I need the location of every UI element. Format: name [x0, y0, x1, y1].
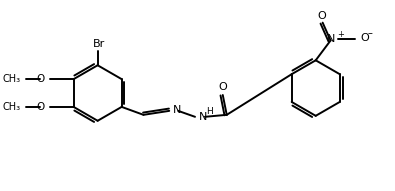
Text: H: H: [206, 107, 213, 116]
Text: CH₃: CH₃: [3, 74, 21, 84]
Text: N: N: [327, 33, 336, 44]
Text: N: N: [173, 105, 182, 115]
Text: –: –: [367, 28, 372, 39]
Text: O: O: [218, 82, 227, 92]
Text: O: O: [37, 74, 45, 84]
Text: CH₃: CH₃: [3, 102, 21, 112]
Text: O: O: [317, 11, 326, 21]
Text: +: +: [337, 30, 344, 39]
Text: O: O: [360, 32, 369, 43]
Text: O: O: [37, 102, 45, 112]
Text: N: N: [199, 112, 207, 122]
Text: Br: Br: [92, 40, 105, 49]
